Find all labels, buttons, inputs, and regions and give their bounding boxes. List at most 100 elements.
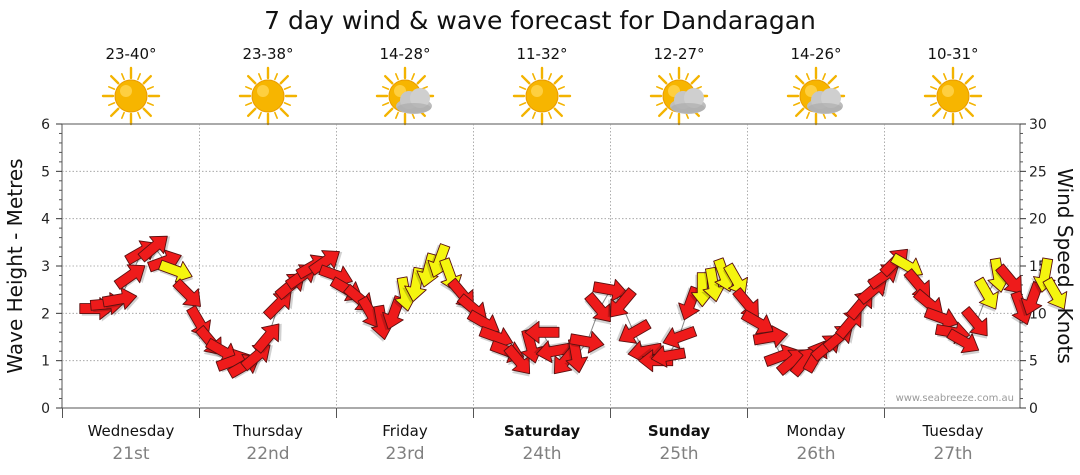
wind-arrow (308, 250, 343, 276)
sun-ray (553, 107, 563, 117)
sun-ray (532, 111, 536, 119)
sun-ray (521, 75, 531, 85)
wind-arrow-body (569, 330, 605, 354)
sun-ray (656, 102, 664, 106)
sun-ray (943, 111, 947, 119)
wind-arrow (616, 318, 652, 344)
sun-ray (395, 111, 399, 119)
wind-arrow-body (113, 264, 146, 290)
sun-ray (548, 111, 552, 119)
sun-highlight (531, 85, 543, 97)
sun-ray (656, 86, 664, 90)
sun-ray (806, 111, 810, 119)
wind-arrow-body (308, 250, 340, 276)
credit-text: www.seabreeze.com.au (896, 393, 1014, 404)
sun-ray (548, 73, 552, 81)
sun-ray (795, 107, 805, 117)
day-name: Monday (786, 422, 845, 440)
sun-cloud-icon (375, 66, 435, 126)
left-tick-label: 4 (41, 212, 50, 228)
day-date: 27th (933, 444, 972, 464)
wind-arrow (625, 339, 663, 364)
sun-ray (384, 107, 394, 117)
sun-ray (382, 102, 390, 106)
sun-ray (142, 75, 152, 85)
day-name: Tuesday (921, 422, 983, 440)
sun-disc (525, 79, 559, 113)
wind-arrows (79, 235, 1068, 379)
wind-arrow-body (101, 287, 138, 310)
wind-arrow-body (158, 259, 193, 283)
cloud-puff (821, 88, 841, 108)
sun-ray (932, 107, 942, 117)
sun-ray (137, 73, 141, 81)
wind-arrow-body (961, 306, 988, 337)
sun-highlight (942, 85, 954, 97)
day-date: 26th (796, 444, 835, 464)
sun-cloud-icon (649, 66, 709, 126)
sun-ray (384, 75, 394, 85)
wind-arrow (172, 278, 201, 310)
sun-ray (669, 73, 673, 81)
sun-ray (964, 107, 974, 117)
wind-arrow-body (584, 291, 611, 323)
wind-arrow (584, 291, 611, 325)
wind-arrow-body (524, 320, 560, 344)
cloud-shape (807, 88, 843, 114)
wind-arrow (1042, 276, 1068, 312)
wind-arrow (101, 287, 140, 312)
left-tick-label: 3 (41, 259, 50, 275)
wind-arrow (158, 259, 194, 285)
sun-highlight (257, 85, 269, 97)
sun-ray (274, 111, 278, 119)
wind-arrow-body (565, 337, 589, 374)
sun-ray (283, 102, 291, 106)
wind-arrow (523, 319, 560, 344)
sun-ray (943, 73, 947, 81)
wind-arrow-body (382, 295, 405, 330)
wind-arrow (533, 339, 572, 364)
sun-ray (146, 86, 154, 90)
day-name: Wednesday (88, 422, 175, 440)
chart-title: 7 day wind & wave forecast for Dandaraga… (264, 6, 816, 35)
sun-ray (690, 75, 700, 85)
wind-arrow (961, 306, 988, 339)
sun-icon (238, 66, 298, 126)
sun-ray (519, 102, 527, 106)
temperature-range: 14-26° (790, 45, 841, 63)
wind-arrow (701, 266, 726, 304)
sun-ray (142, 107, 152, 117)
day-date: 24th (522, 444, 561, 464)
wind-arrow-body (592, 278, 628, 302)
sun-ray (521, 107, 531, 117)
sun-ray (245, 102, 253, 106)
day-date: 21st (112, 444, 149, 464)
day-date: 23rd (385, 444, 424, 464)
wind-arrow-body (137, 235, 168, 263)
day-date: 22nd (246, 444, 289, 464)
sun-ray (247, 75, 257, 85)
sun-ray (416, 75, 426, 85)
sun-ray (968, 86, 976, 90)
wind-arrow-body (503, 344, 531, 375)
wind-arrow-body (974, 276, 999, 310)
wind-arrow (946, 328, 980, 356)
wind-arrow (995, 263, 1022, 297)
sun-ray (279, 107, 289, 117)
sun-ray (827, 75, 837, 85)
wind-arrow (569, 330, 606, 356)
temperature-range: 23-38° (242, 45, 293, 63)
sun-ray (806, 73, 810, 81)
sun-ray (108, 86, 116, 90)
sun-cloud-icon (786, 66, 846, 126)
day-name: Saturday (504, 422, 581, 440)
sun-ray (121, 73, 125, 81)
wind-arrow-body (662, 326, 698, 349)
left-tick-label: 2 (41, 306, 50, 322)
sun-ray (146, 102, 154, 106)
left-axis-title: Wave Height - Metres (3, 158, 27, 373)
cloud-shadow (671, 103, 705, 113)
sun-ray (532, 73, 536, 81)
day-name: Friday (382, 422, 428, 440)
sun-ray (411, 73, 415, 81)
